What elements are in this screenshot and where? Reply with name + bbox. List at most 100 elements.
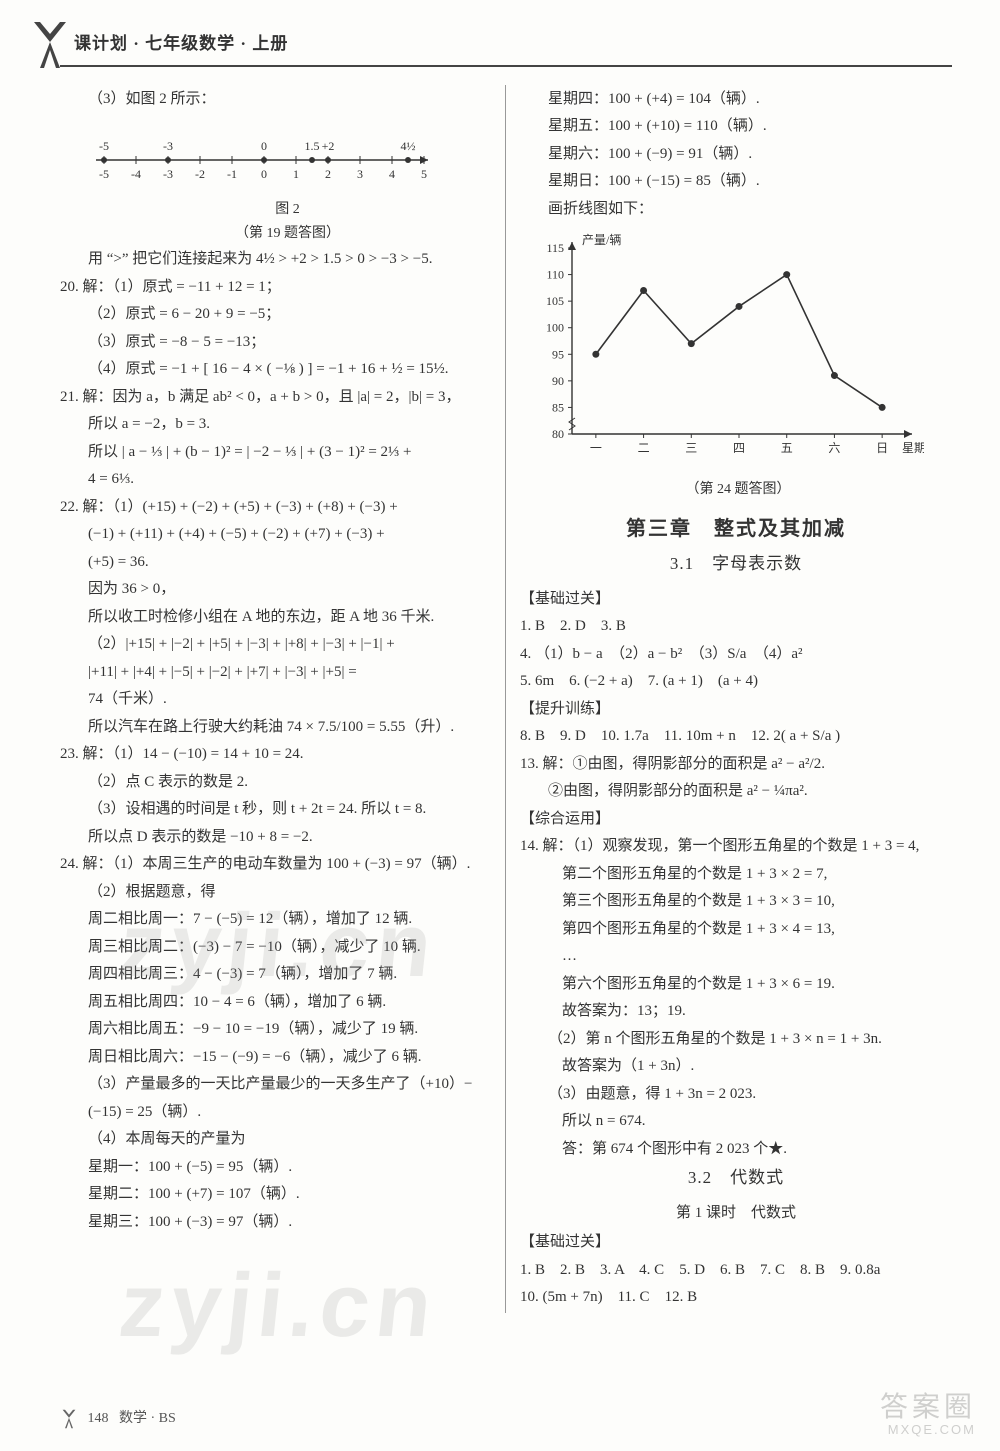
q20-1: 20. 解：（1）原式 = −11 + 12 = 1； (60, 275, 491, 301)
q24-k: （4）本周每天的产量为 (60, 1127, 491, 1153)
text-line: （3）如图 2 所示： (60, 87, 491, 113)
svg-text:-5: -5 (99, 139, 109, 153)
svg-text:105: 105 (546, 295, 564, 309)
q24-a: 24. 解：（1）本周三生产的电动车数量为 100 + (−3) = 97（辆）… (60, 852, 491, 878)
q20-3: （3）原式 = −8 − 5 = −13； (60, 330, 491, 356)
svg-text:-3: -3 (163, 139, 173, 153)
q14-d: 第四个图形五角星的个数是 1 + 3 × 4 = 13, (520, 917, 952, 943)
number-line-svg: -5-4-3-2-1012345-5-301.5+24½ (84, 118, 444, 188)
answer-line: 10. (5m + 7n) 11. C 12. B (520, 1285, 952, 1311)
svg-text:110: 110 (546, 268, 564, 282)
chart-caption: （第 24 题答图） (524, 478, 952, 502)
text-line: 用 “>” 把它们连接起来为 4½ > +2 > 1.5 > 0 > −3 > … (60, 247, 491, 273)
q14-e: … (520, 944, 952, 970)
answer-line: 1. B 2. D 3. B (520, 614, 952, 640)
q24-b: （2）根据题意，得 (60, 880, 491, 906)
logo-icon (30, 20, 70, 70)
svg-text:产量/辆: 产量/辆 (582, 233, 621, 247)
svg-text:三: 三 (685, 441, 697, 455)
svg-text:1.5: 1.5 (305, 139, 320, 153)
svg-text:0: 0 (261, 139, 267, 153)
svg-text:-2: -2 (195, 167, 205, 181)
svg-text:100: 100 (546, 321, 564, 335)
svg-text:五: 五 (781, 441, 793, 455)
text-line: 星期日：100 + (−15) = 85（辆）. (520, 169, 952, 195)
text-line: 星期四：100 + (+4) = 104（辆）. (520, 87, 952, 113)
svg-text:四: 四 (733, 441, 745, 455)
q20-2: （2）原式 = 6 − 20 + 9 = −5； (60, 302, 491, 328)
section-label: 【基础过关】 (520, 587, 952, 613)
q24-f: 周五相比周四：10 − 4 = 6（辆），增加了 6 辆. (60, 990, 491, 1016)
q20-4: （4）原式 = −1 + [ 16 − 4 × ( −⅛ ) ] = −1 + … (60, 357, 491, 383)
q14-c: 第三个图形五角星的个数是 1 + 3 × 3 = 10, (520, 889, 952, 915)
section-title: 3.2 代数式 (520, 1164, 952, 1193)
svg-text:二: 二 (638, 441, 650, 455)
text-line: 星期六：100 + (−9) = 91（辆）. (520, 142, 952, 168)
right-column: 星期四：100 + (+4) = 104（辆）. 星期五：100 + (+10)… (506, 85, 952, 1313)
line-chart-figure: 80859095100105110115一二三四五六日星期产量/辆 （第 24 … (524, 228, 952, 501)
page-header: 课计划 · 七年级数学 · 上册 (60, 30, 952, 67)
page-number: 148 (88, 1411, 109, 1426)
q14-b: 第二个图形五角星的个数是 1 + 3 × 2 = 7, (520, 862, 952, 888)
q22-g: |+11| + |+4| + |−5| + |−2| + |+7| + |−3|… (60, 660, 491, 686)
q14-j: （3）由题意，得 1 + 3n = 2 023. (520, 1082, 952, 1108)
q23-d: 所以点 D 表示的数是 −10 + 8 = −2. (60, 825, 491, 851)
left-column: （3）如图 2 所示： -5-4-3-2-1012345-5-301.5+24½… (60, 85, 506, 1313)
header-title: 课计划 · 七年级数学 · 上册 (74, 34, 288, 53)
svg-text:0: 0 (261, 167, 267, 181)
section-title: 3.1 字母表示数 (520, 550, 952, 579)
page: zyji.cn zyji.cn 课计划 · 七年级数学 · 上册 （3）如图 2… (0, 0, 1000, 1451)
svg-text:4: 4 (389, 167, 395, 181)
q22-i: 所以汽车在路上行驶大约耗油 74 × 7.5/100 = 5.55（升）. (60, 715, 491, 741)
q24-i: （3）产量最多的一天比产量最少的一天多生产了（+10）− (60, 1072, 491, 1098)
q22-f: （2）|+15| + |−2| + |+5| + |−3| + |+8| + |… (60, 632, 491, 658)
section-label: 【提升训练】 (520, 697, 952, 723)
q24-d: 周三相比周二：(−3) − 7 = −10（辆），减少了 10 辆. (60, 935, 491, 961)
q24-m: 星期二：100 + (+7) = 107（辆）. (60, 1182, 491, 1208)
q22-a: 22. 解：（1）(+15) + (−2) + (+5) + (−3) + (+… (60, 495, 491, 521)
q22-h: 74（千米）. (60, 687, 491, 713)
number-line-figure: -5-4-3-2-1012345-5-301.5+24½ 图 2 （第 19 题… (84, 118, 491, 245)
q24-n: 星期三：100 + (−3) = 97（辆）. (60, 1210, 491, 1236)
q14-g: 故答案为：13；19. (520, 999, 952, 1025)
answer-line: 4. （1）b − a （2）a − b² （3）S/a （4）a² (520, 642, 952, 668)
brand-url: MXQE.COM (880, 1423, 976, 1437)
answer-line: 8. B 9. D 10. 1.7a 11. 10m + n 12. 2( a … (520, 724, 952, 750)
section-label: 【基础过关】 (520, 1230, 952, 1256)
q22-c: (+5) = 36. (60, 550, 491, 576)
q21-c: 所以 | a − ⅓ | + (b − 1)² = | −2 − ⅓ | + (… (60, 440, 491, 466)
q24-j: (−15) = 25（辆）. (60, 1100, 491, 1126)
svg-text:+2: +2 (322, 139, 335, 153)
q14-i: 故答案为（1 + 3n）. (520, 1054, 952, 1080)
svg-text:3: 3 (357, 167, 363, 181)
footer-logo-icon (60, 1409, 78, 1429)
svg-text:5: 5 (421, 167, 427, 181)
q24-l: 星期一：100 + (−5) = 95（辆）. (60, 1155, 491, 1181)
q22-e: 所以收工时检修小组在 A 地的东边，距 A 地 36 千米. (60, 605, 491, 631)
q23-a: 23. 解：（1）14 − (−10) = 14 + 10 = 24. (60, 742, 491, 768)
svg-text:-3: -3 (163, 167, 173, 181)
svg-text:-5: -5 (99, 167, 109, 181)
section-label: 【综合运用】 (520, 807, 952, 833)
q21-d: 4 = 6⅓. (60, 467, 491, 493)
line-chart-svg: 80859095100105110115一二三四五六日星期产量/辆 (524, 228, 924, 468)
q22-d: 因为 36 > 0， (60, 577, 491, 603)
page-footer: 148 数学 · BS (60, 1407, 176, 1431)
q23-b: （2）点 C 表示的数是 2. (60, 770, 491, 796)
svg-text:六: 六 (828, 441, 840, 455)
svg-text:一: 一 (590, 441, 602, 455)
answer-line: 1. B 2. B 3. A 4. C 5. D 6. B 7. C 8. B … (520, 1258, 952, 1284)
lesson-title: 第 1 课时 代数式 (520, 1201, 952, 1227)
q14-h: （2）第 n 个图形五角星的个数是 1 + 3 × n = 1 + 3n. (520, 1027, 952, 1053)
svg-text:日: 日 (876, 441, 888, 455)
content-columns: （3）如图 2 所示： -5-4-3-2-1012345-5-301.5+24½… (60, 85, 952, 1313)
chapter-title: 第三章 整式及其加减 (520, 512, 952, 546)
q14-l: 答：第 674 个图形中有 2 023 个★. (520, 1137, 952, 1163)
svg-text:星期: 星期 (902, 441, 924, 455)
text-line: 星期五：100 + (+10) = 110（辆）. (520, 114, 952, 140)
answer-line: 13. 解：①由图，得阴影部分的面积是 a² − a²/2. (520, 752, 952, 778)
answer-line: ②由图，得阴影部分的面积是 a² − ¼πa². (520, 779, 952, 805)
q14-f: 第六个图形五角星的个数是 1 + 3 × 6 = 19. (520, 972, 952, 998)
q21-b: 所以 a = −2，b = 3. (60, 412, 491, 438)
brand-text: 答案圈 (880, 1392, 976, 1423)
